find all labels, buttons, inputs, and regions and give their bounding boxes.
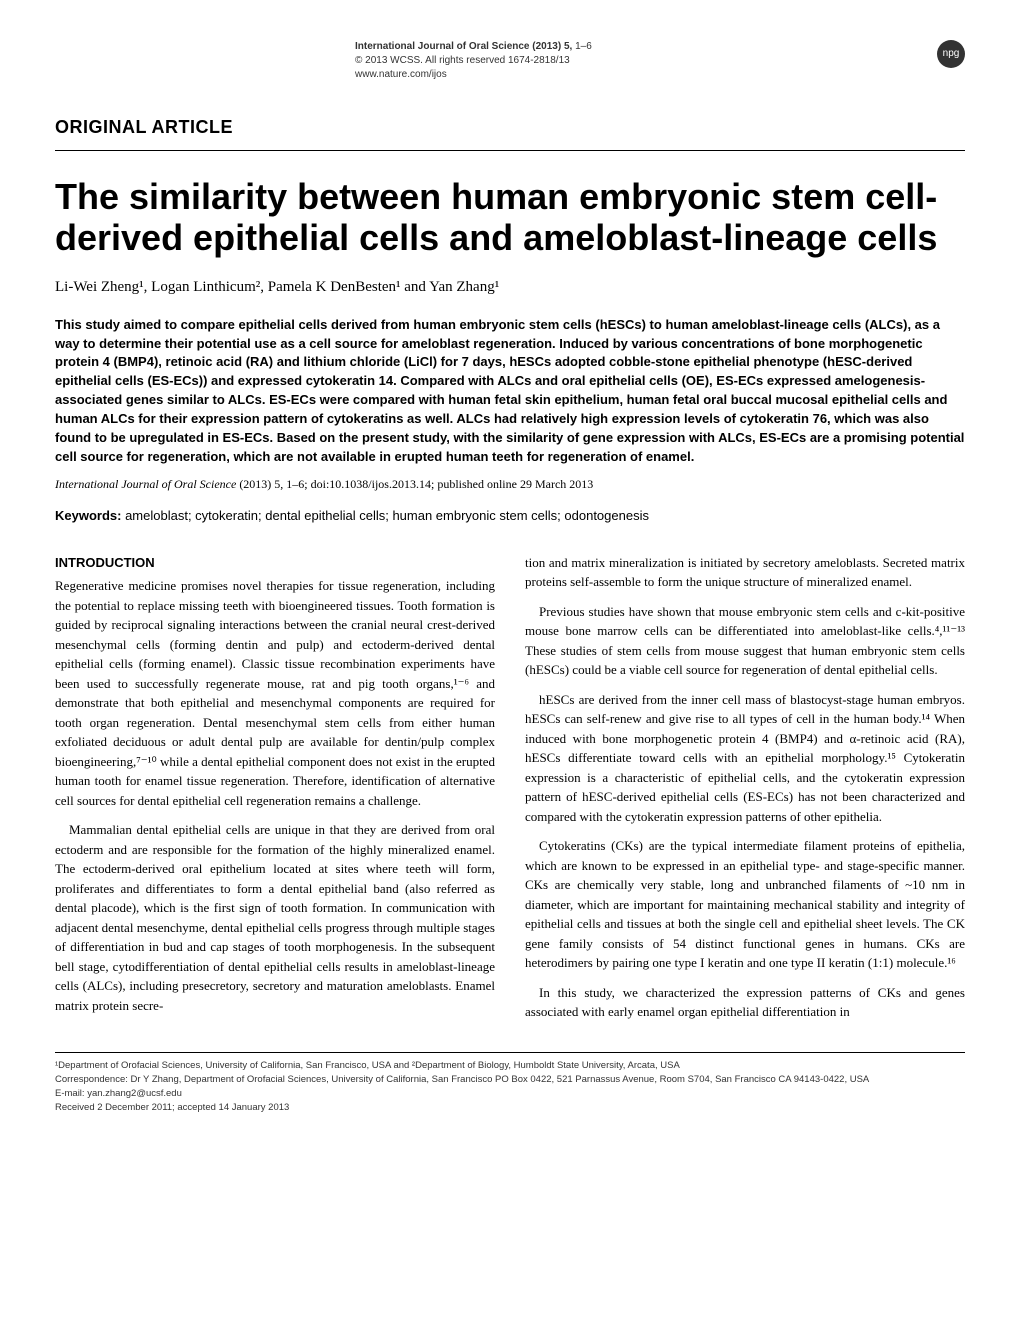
footer-block: ¹Department of Orofacial Sciences, Unive… <box>55 1059 965 1116</box>
introduction-heading: INTRODUCTION <box>55 553 495 573</box>
article-dates: Received 2 December 2011; accepted 14 Ja… <box>55 1101 965 1115</box>
article-title: The similarity between human embryonic s… <box>55 176 965 259</box>
keywords-label: Keywords: <box>55 508 121 523</box>
affiliations: ¹Department of Orofacial Sciences, Unive… <box>55 1059 965 1073</box>
header-meta: International Journal of Oral Science (2… <box>355 40 965 82</box>
body-paragraph: tion and matrix mineralization is initia… <box>525 553 965 592</box>
body-paragraph: Regenerative medicine promises novel the… <box>55 576 495 810</box>
citation-line: International Journal of Oral Science (2… <box>55 477 965 492</box>
right-column: tion and matrix mineralization is initia… <box>525 553 965 1032</box>
copyright-line: © 2013 WCSS. All rights reserved 1674-28… <box>355 55 570 66</box>
journal-url: www.nature.com/ijos <box>355 69 447 80</box>
citation-journal: International Journal of Oral Science <box>55 477 236 491</box>
abstract-text: This study aimed to compare epithelial c… <box>55 316 965 467</box>
footer-divider <box>55 1052 965 1053</box>
body-paragraph: Previous studies have shown that mouse e… <box>525 602 965 680</box>
citation-details: (2013) 5, 1–6; doi:10.1038/ijos.2013.14;… <box>236 477 593 491</box>
body-paragraph: In this study, we characterized the expr… <box>525 983 965 1022</box>
keywords-text: ameloblast; cytokeratin; dental epitheli… <box>121 508 649 523</box>
author-list: Li-Wei Zheng¹, Logan Linthicum², Pamela … <box>55 279 965 296</box>
page-range: 1–6 <box>575 41 592 52</box>
publisher-badge: npg <box>937 40 965 68</box>
contact-email: E-mail: yan.zhang2@ucsf.edu <box>55 1087 965 1101</box>
left-column: INTRODUCTION Regenerative medicine promi… <box>55 553 495 1032</box>
title-divider-top <box>55 150 965 151</box>
body-columns: INTRODUCTION Regenerative medicine promi… <box>55 553 965 1032</box>
correspondence: Correspondence: Dr Y Zhang, Department o… <box>55 1073 965 1087</box>
body-paragraph: Mammalian dental epithelial cells are un… <box>55 820 495 1015</box>
keywords-line: Keywords: ameloblast; cytokeratin; denta… <box>55 508 965 523</box>
journal-name: International Journal of Oral Science (2… <box>355 41 572 52</box>
body-paragraph: hESCs are derived from the inner cell ma… <box>525 690 965 827</box>
article-type-label: ORIGINAL ARTICLE <box>55 117 965 138</box>
body-paragraph: Cytokeratins (CKs) are the typical inter… <box>525 836 965 973</box>
